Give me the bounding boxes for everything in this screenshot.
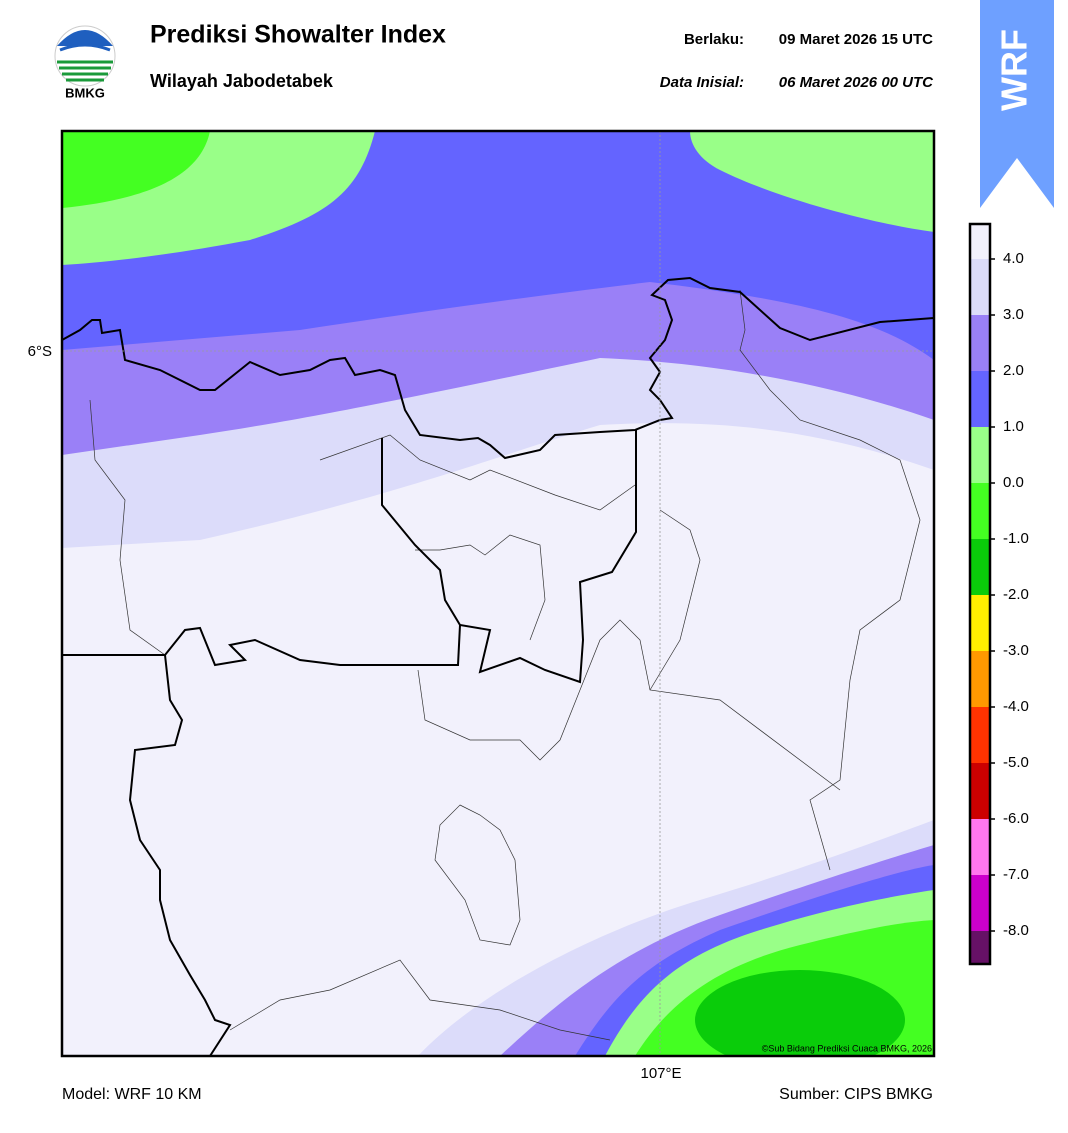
colorbar-label: 1.0 [1003, 418, 1024, 435]
valid-label: Berlaku: [684, 31, 744, 48]
colorbar-segment [970, 875, 990, 931]
colorbar-segment [970, 259, 990, 315]
colorbar-segment [970, 371, 990, 427]
colorbar-label: -6.0 [1003, 810, 1029, 827]
valid-time: 09 Maret 2026 15 UTC [779, 31, 933, 48]
colorbar-segment [970, 819, 990, 875]
colorbar-segment [970, 224, 990, 259]
footer-source: Sumber: CIPS BMKG [779, 1086, 933, 1103]
colorbar-segment [970, 539, 990, 595]
colorbar-segment [970, 707, 990, 763]
credit: ©Sub Bidang Prediksi Cuaca BMKG, 2026 [762, 1043, 932, 1053]
colorbar-frame [968, 222, 992, 966]
colorbar-label: -8.0 [1003, 922, 1029, 939]
colorbar-label: -1.0 [1003, 530, 1029, 547]
colorbar-label: 0.0 [1003, 474, 1024, 491]
colorbar-label: -4.0 [1003, 698, 1029, 715]
colorbar-label: 4.0 [1003, 250, 1024, 267]
colorbar-segment [970, 595, 990, 651]
colorbar-segment [970, 651, 990, 707]
badge-text: WRF [994, 29, 1035, 111]
lon-label: 107°E [640, 1065, 681, 1082]
colorbar-label: -3.0 [1003, 642, 1029, 659]
init-label: Data Inisial: [660, 74, 744, 91]
lat-label: 6°S [28, 343, 52, 360]
colorbar-label: -7.0 [1003, 866, 1029, 883]
subtitle: Wilayah Jabodetabek [150, 71, 334, 91]
colorbar-segment [970, 427, 990, 483]
colorbar-label: 3.0 [1003, 306, 1024, 323]
colorbar-label: -2.0 [1003, 586, 1029, 603]
colorbar-segment [970, 931, 990, 964]
colorbar: 4.0 3.0 2.0 1.0 0.0 -1.0 -2.0 -3.0 -4.0 -5.0 -6.0 -… [968, 222, 1029, 966]
map-frame [60, 129, 936, 1058]
colorbar-segment [970, 483, 990, 539]
colorbar-label: -5.0 [1003, 754, 1029, 771]
colorbar-segment [970, 763, 990, 819]
footer-model: Model: WRF 10 KM [62, 1086, 202, 1103]
title: Prediksi Showalter Index [150, 21, 446, 49]
logo-text: BMKG [65, 85, 105, 100]
wrf-badge: WRF [980, 0, 1054, 208]
colorbar-label: 2.0 [1003, 362, 1024, 379]
init-time: 06 Maret 2026 00 UTC [779, 74, 934, 91]
map-field [62, 131, 934, 1056]
colorbar-segment [970, 315, 990, 371]
bmkg-logo: BMKG [54, 25, 116, 100]
